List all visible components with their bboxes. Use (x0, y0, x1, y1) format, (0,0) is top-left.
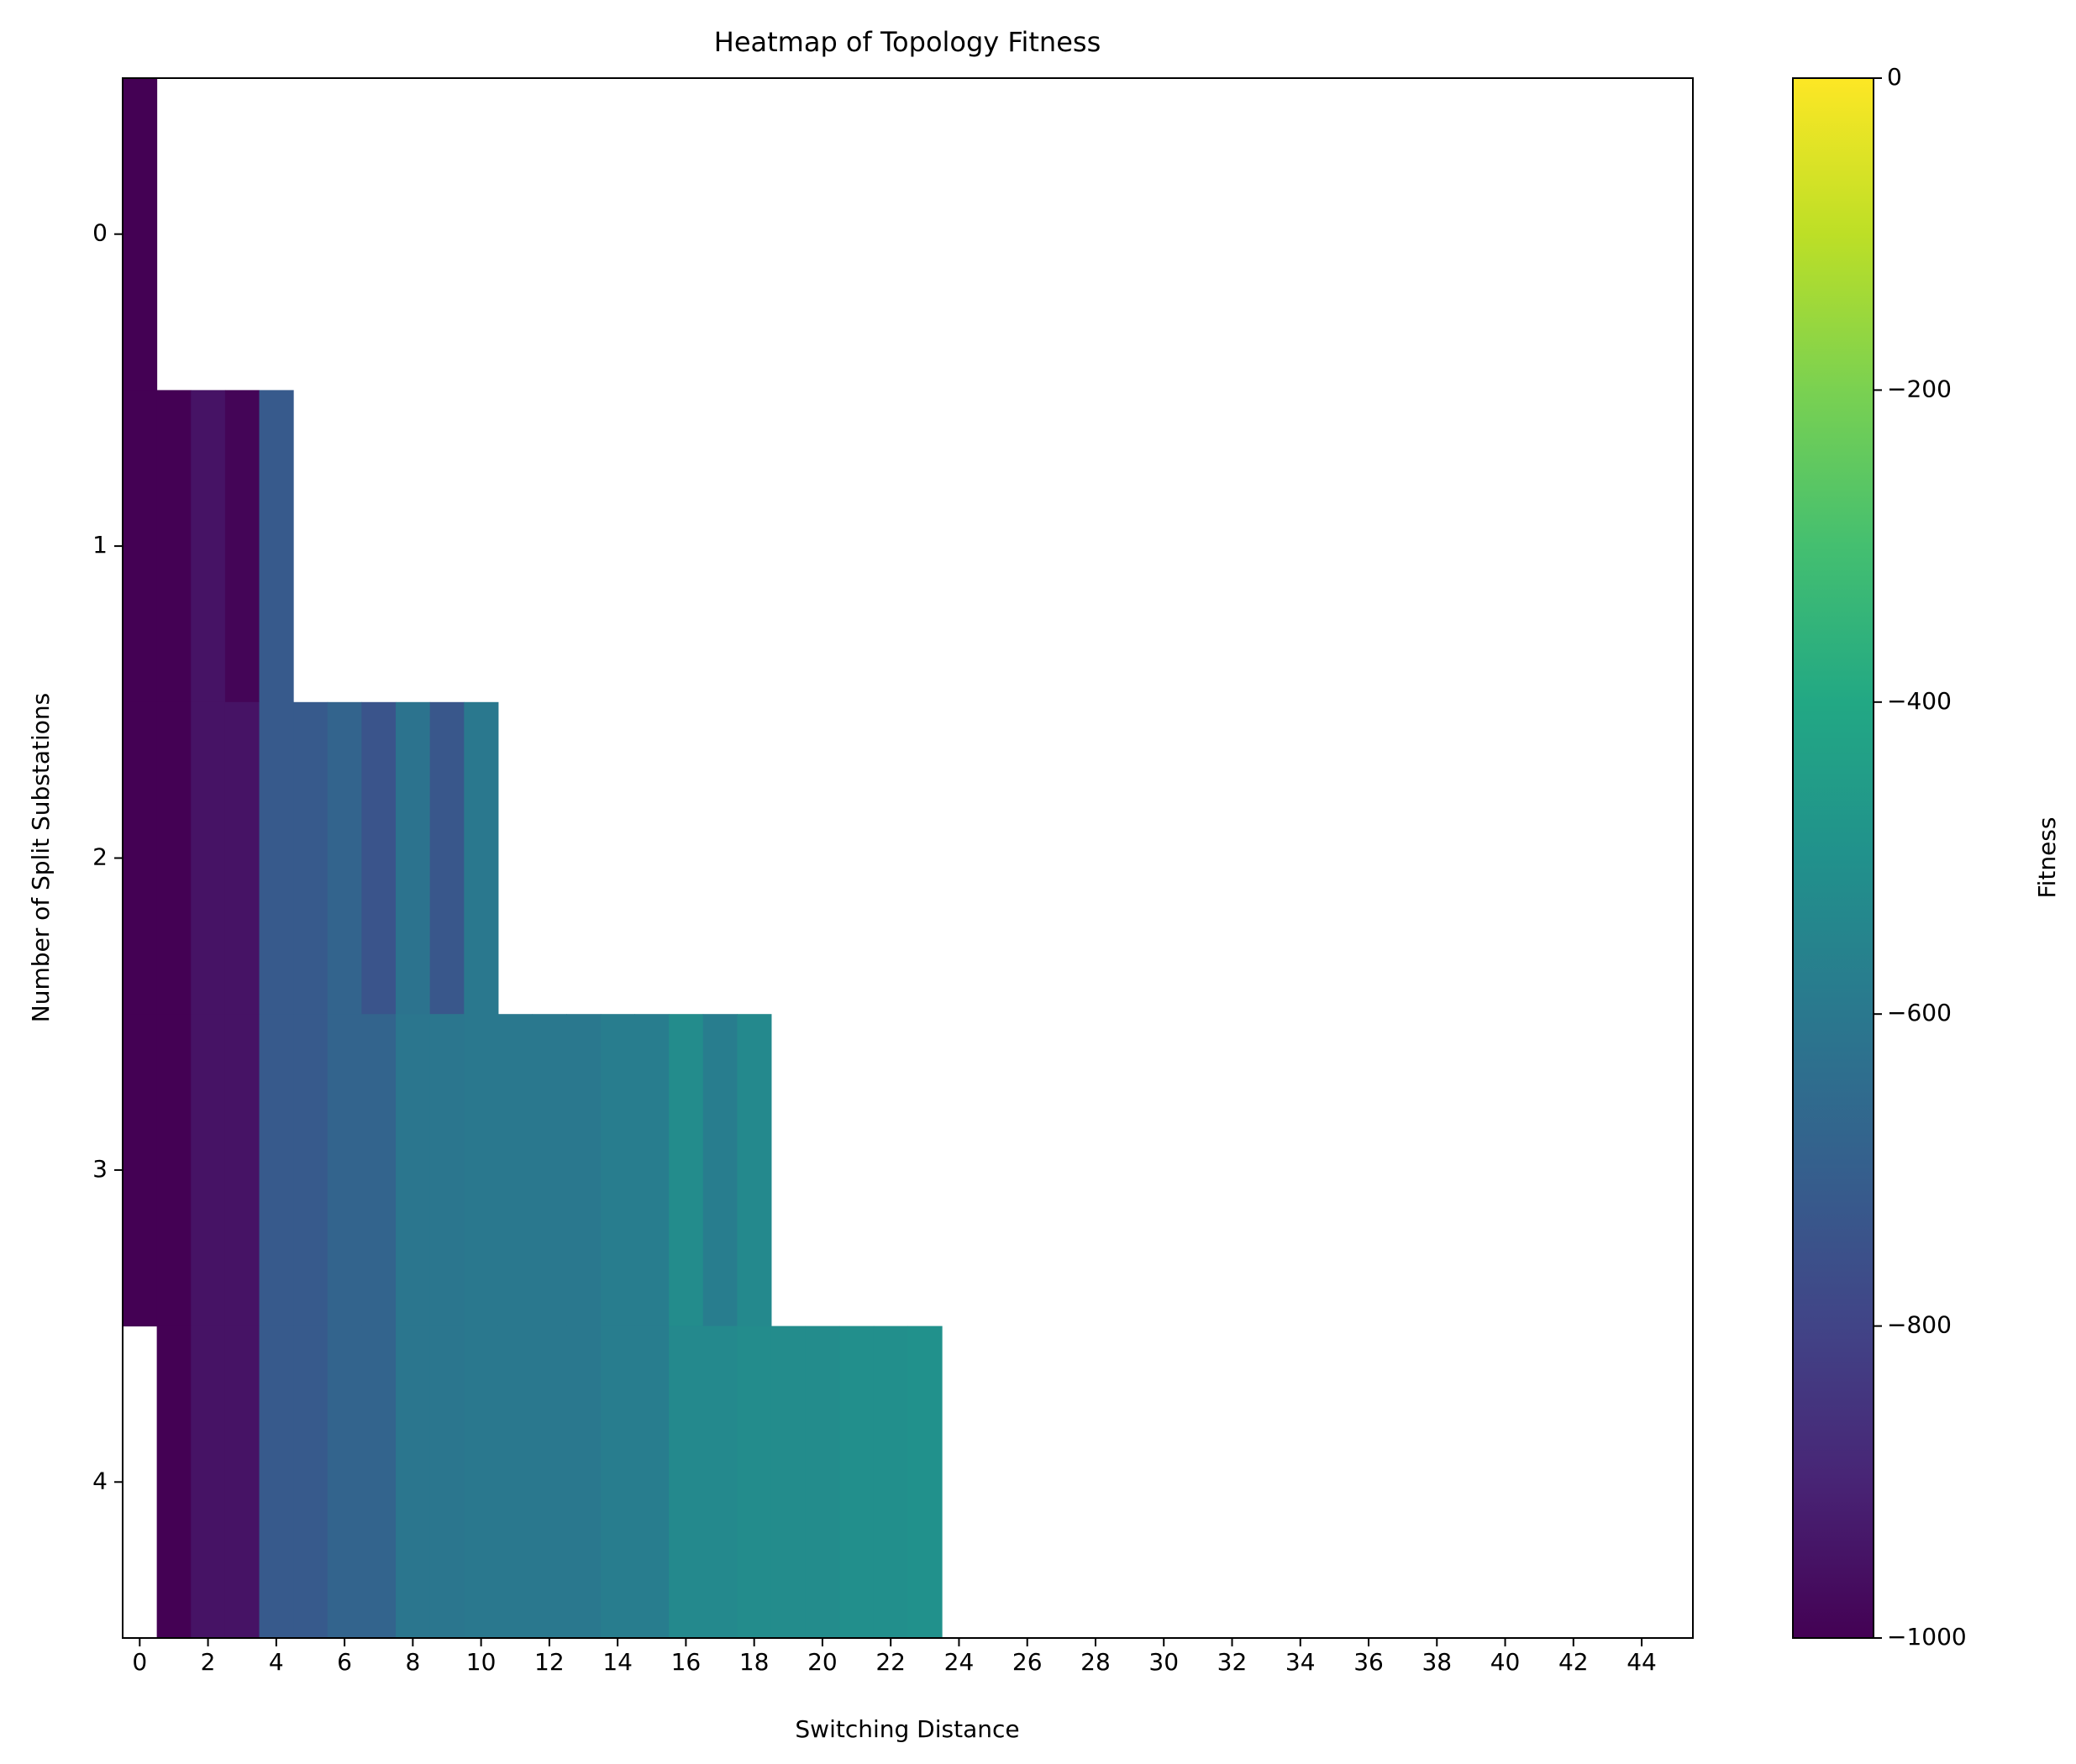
heatmap-cell (396, 701, 431, 1015)
heatmap-cell (259, 701, 294, 1015)
heatmap-cell (737, 1326, 772, 1639)
heatmap-cell (361, 1014, 397, 1327)
heatmap-cell (702, 1014, 738, 1327)
x-tick-label: 0 (132, 1648, 147, 1676)
heatmap-cell (361, 701, 397, 1015)
heatmap-cell (669, 1326, 704, 1639)
colorbar-tick-label: −200 (1887, 375, 1952, 402)
heatmap-cell (566, 1326, 602, 1639)
heatmap-cell (634, 1326, 670, 1639)
x-tick-label: 2 (201, 1648, 216, 1676)
x-tick-label: 8 (405, 1648, 420, 1676)
colorbar (1792, 77, 1874, 1639)
x-tick-label: 32 (1217, 1648, 1248, 1676)
heatmap-cell (396, 1326, 431, 1639)
y-tick-label: 2 (92, 843, 108, 871)
y-tick-label: 3 (92, 1155, 108, 1183)
y-tick-label: 0 (92, 219, 108, 247)
heatmap-cell (873, 1326, 908, 1639)
heatmap-cell (123, 701, 158, 1015)
x-tick-label: 10 (466, 1648, 497, 1676)
x-tick-label: 20 (807, 1648, 838, 1676)
heatmap-cell (191, 1014, 226, 1327)
heatmap-cell (259, 1326, 294, 1639)
heatmap-cell (429, 701, 465, 1015)
heatmap-cell (464, 1326, 499, 1639)
heatmap-cell (702, 1326, 738, 1639)
heatmap-cell (224, 701, 260, 1015)
x-tick-label: 42 (1558, 1648, 1589, 1676)
heatmap-cell (600, 1326, 635, 1639)
heatmap-cell (293, 701, 328, 1015)
heatmap-cell (907, 1326, 943, 1639)
x-tick-label: 22 (875, 1648, 906, 1676)
heatmap-cell (669, 1014, 704, 1327)
heatmap-cell (293, 1014, 328, 1327)
colorbar-tick-label: −400 (1887, 687, 1952, 715)
heatmap-cell (293, 1326, 328, 1639)
x-tick-label: 18 (739, 1648, 770, 1676)
x-tick-label: 36 (1353, 1648, 1384, 1676)
heatmap-cell (770, 1326, 807, 1639)
heatmap-cell (156, 1014, 192, 1327)
heatmap-cell (156, 390, 192, 703)
y-tick-label: 4 (92, 1467, 108, 1494)
x-tick-label: 34 (1285, 1648, 1316, 1676)
x-tick-label: 16 (671, 1648, 702, 1676)
colorbar-tick-label: −800 (1887, 1311, 1952, 1339)
heatmap-cell (497, 1014, 533, 1327)
heatmap-cell (805, 1326, 840, 1639)
heatmap-cell (737, 1014, 772, 1327)
heatmap-cell (224, 390, 260, 703)
heatmap-cell (191, 1326, 226, 1639)
colorbar-label: Fitness (2033, 817, 2061, 899)
heatmap-cell (259, 390, 294, 703)
heatmap-cell (156, 701, 192, 1015)
heatmap-cell (327, 1014, 362, 1327)
chart-title: Heatmap of Topology Fitness (714, 26, 1101, 58)
heatmap-cell (327, 1326, 362, 1639)
heatmap-cell (191, 390, 226, 703)
heatmap-cell (327, 701, 362, 1015)
heatmap-cell (191, 701, 226, 1015)
x-tick-label: 24 (944, 1648, 975, 1676)
heatmap-cell (532, 1326, 567, 1639)
heatmap-cell (464, 1014, 499, 1327)
heatmap-cell (634, 1014, 670, 1327)
y-tick-label: 1 (92, 531, 108, 559)
x-tick-label: 12 (534, 1648, 565, 1676)
heatmap-cell (123, 390, 158, 703)
heatmap-cell (224, 1014, 260, 1327)
heatmap-cell (429, 1014, 465, 1327)
heatmap-cell (156, 1326, 192, 1639)
y-axis-label: Number of Split Substations (27, 693, 55, 1023)
x-tick-label: 28 (1080, 1648, 1111, 1676)
heatmap-cell (123, 78, 158, 391)
x-tick-label: 38 (1422, 1648, 1452, 1676)
x-tick-label: 6 (337, 1648, 352, 1676)
heatmap-cell (497, 1326, 533, 1639)
heatmap-cell (566, 1014, 602, 1327)
heatmap-cell (429, 1326, 465, 1639)
x-tick-label: 30 (1148, 1648, 1179, 1676)
x-tick-label: 14 (602, 1648, 633, 1676)
x-tick-label: 4 (269, 1648, 284, 1676)
heatmap-cell (600, 1014, 635, 1327)
heatmap-cell (396, 1014, 431, 1327)
heatmap-cell (259, 1014, 294, 1327)
heatmap-cell (224, 1326, 260, 1639)
x-tick-label: 40 (1490, 1648, 1521, 1676)
colorbar-tick-label: 0 (1887, 63, 1902, 91)
heatmap-cell (839, 1326, 875, 1639)
colorbar-tick-label: −600 (1887, 999, 1952, 1026)
colorbar-tick-label: −1000 (1887, 1623, 1967, 1651)
x-tick-label: 26 (1012, 1648, 1043, 1676)
heatmap-cell (361, 1326, 397, 1639)
heatmap-cell (532, 1014, 567, 1327)
x-tick-label: 44 (1627, 1648, 1657, 1676)
x-axis-label: Switching Distance (795, 1715, 1019, 1743)
heatmap-cell (464, 701, 499, 1015)
heatmap-cell (123, 1014, 158, 1327)
